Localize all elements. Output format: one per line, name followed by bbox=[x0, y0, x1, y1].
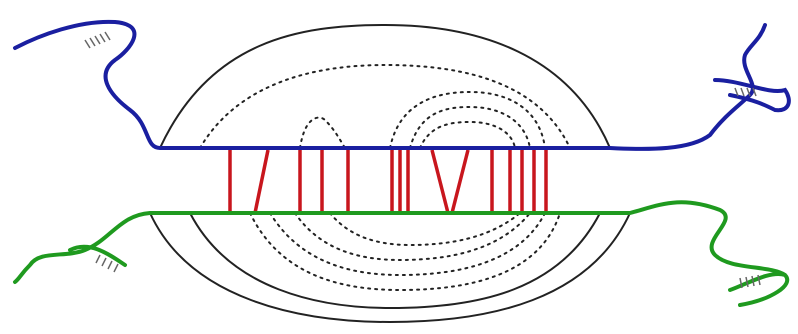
outer-arc-bottom bbox=[150, 213, 630, 322]
stem-hatches bbox=[85, 32, 760, 288]
green-strand bbox=[15, 202, 787, 305]
blue-strand bbox=[15, 22, 789, 149]
base-pairs bbox=[230, 150, 546, 213]
dotted-arcs-top bbox=[200, 65, 570, 148]
interaction-diagram bbox=[0, 0, 798, 334]
outer-arc-top bbox=[160, 25, 610, 148]
dotted-arcs-bottom bbox=[250, 213, 560, 290]
inner-arc-bottom bbox=[190, 213, 600, 308]
